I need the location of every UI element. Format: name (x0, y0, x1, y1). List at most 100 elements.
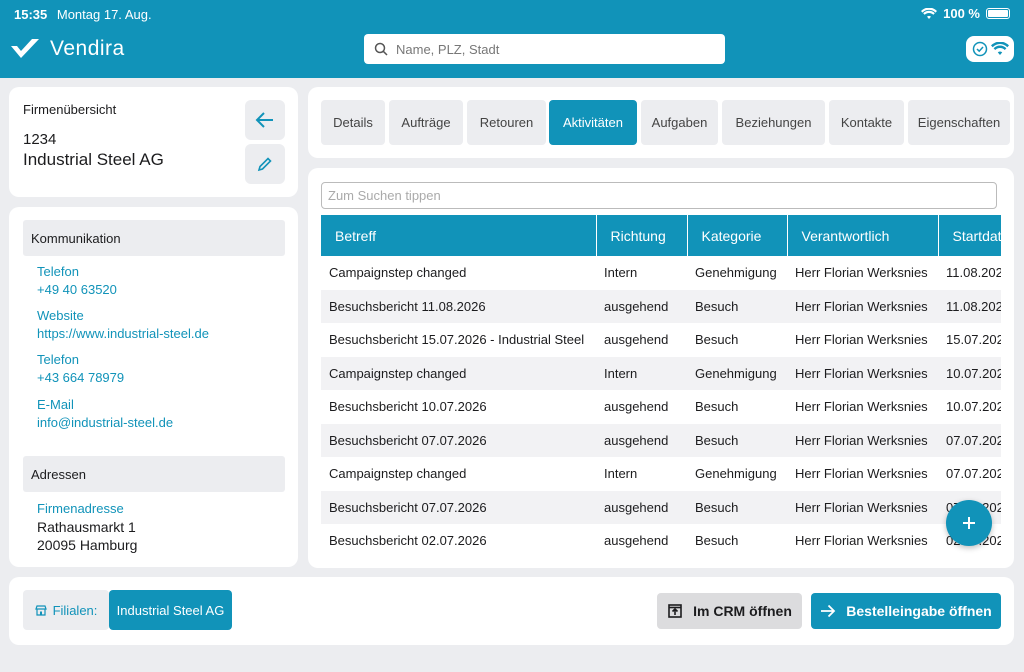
cell-subject: Besuchsbericht 11.08.2026 (321, 289, 596, 323)
table-row[interactable]: Campaignstep changed Intern Genehmigung Her… (321, 356, 1001, 390)
comm-item-value[interactable]: info@industrial-steel.de (37, 415, 174, 430)
cell-start-date: 15.07.2026 (938, 323, 1001, 357)
branches-label: Filialen: (52, 602, 98, 618)
table-row[interactable]: Campaignstep changed Intern Genehmigung Her… (321, 256, 1001, 290)
communication-section-title: Kommunikation (23, 220, 285, 256)
cell-subject: Campaignstep changed (321, 256, 596, 290)
wifi-icon (990, 42, 1009, 55)
table-row[interactable]: Besuchsbericht 10.07.2026 ausgehend Besuch… (321, 390, 1001, 424)
cell-direction: ausgehend (596, 390, 687, 424)
tab-tasks[interactable]: Aufgaben (641, 100, 718, 145)
comm-item-website[interactable]: Website https://www.industrial-steel.de (37, 307, 209, 343)
home-indicator-area (0, 652, 1024, 672)
store-icon (34, 604, 47, 616)
column-header-subject[interactable]: Betreff (321, 215, 597, 256)
global-search (364, 34, 725, 64)
comm-item-value[interactable]: https://www.industrial-steel.de (37, 326, 209, 341)
open-order-entry-label: Bestelleingabe öffnen (846, 603, 992, 619)
global-search-input[interactable] (396, 41, 725, 57)
cell-subject: Besuchsbericht 15.07.2026 - Industrial S… (321, 323, 596, 357)
cell-responsible: Herr Florian Werksnies (787, 356, 938, 390)
plus-icon (963, 517, 975, 529)
battery-icon (986, 8, 1010, 19)
address-label: Firmenadresse (37, 501, 124, 516)
table-row[interactable]: Besuchsbericht 02.07.2026 ausgehend Besuch… (321, 524, 1001, 555)
cell-responsible: Herr Florian Werksnies (787, 423, 938, 457)
open-in-crm-label: Im CRM öffnen (693, 603, 792, 619)
tab-returns[interactable]: Retouren (467, 100, 546, 145)
cell-category: Besuch (687, 423, 787, 457)
cell-responsible: Herr Florian Werksnies (787, 490, 938, 524)
cell-direction: ausgehend (596, 289, 687, 323)
table-row[interactable]: Campaignstep changed Intern Genehmigung Her… (321, 457, 1001, 491)
comm-item-value[interactable]: +49 40 63520 (37, 282, 117, 297)
app-name: Vendira (50, 37, 125, 60)
status-bar: 15:35 Montag 17. Aug. (14, 7, 152, 22)
cell-category: Besuch (687, 390, 787, 424)
comm-item-label: Website (37, 308, 84, 323)
table-search-input[interactable] (321, 182, 997, 209)
cell-direction: Intern (596, 256, 687, 290)
comm-item-phone-2[interactable]: Telefon +43 664 78979 (37, 351, 124, 387)
search-icon (374, 42, 388, 56)
status-date: Montag 17. Aug. (56, 7, 152, 22)
open-order-entry-button[interactable]: Bestelleingabe öffnen (811, 593, 1001, 629)
column-header-direction[interactable]: Richtung (596, 215, 688, 256)
sync-status-button[interactable] (966, 36, 1014, 62)
branch-button[interactable]: Industrial Steel AG (109, 590, 232, 630)
activities-table: Betreff Richtung Kategorie Verantwortlic… (321, 215, 1001, 555)
cell-category: Besuch (687, 323, 787, 357)
tab-activities[interactable]: Aktivitäten (549, 100, 637, 145)
table-row[interactable]: Besuchsbericht 15.07.2026 - Industrial S… (321, 323, 1001, 357)
cell-subject: Campaignstep changed (321, 457, 596, 491)
edit-button[interactable] (245, 144, 285, 184)
activities-panel: Betreff Richtung Kategorie Verantwortlic… (308, 168, 1014, 568)
column-header-start-date[interactable]: Startdatum (938, 215, 1001, 256)
activities-table-container[interactable]: Betreff Richtung Kategorie Verantwortlic… (321, 215, 1001, 555)
cell-responsible: Herr Florian Werksnies (787, 289, 938, 323)
tab-contacts[interactable]: Kontakte (829, 100, 904, 145)
company-card: Firmenübersicht 1234 Industrial Steel AG (9, 87, 298, 197)
cell-subject: Besuchsbericht 07.07.2026 (321, 490, 596, 524)
column-header-category[interactable]: Kategorie (687, 215, 788, 256)
arrow-left-icon (255, 112, 273, 128)
wifi-status-icon (921, 7, 938, 19)
comm-item-email[interactable]: E-Mail info@industrial-steel.de (37, 396, 173, 432)
cell-subject: Besuchsbericht 02.07.2026 (321, 524, 596, 555)
app-logo: Vendira (10, 37, 125, 61)
comm-item-label: E-Mail (37, 397, 74, 412)
add-activity-button[interactable] (946, 500, 992, 546)
tab-properties[interactable]: Eigenschaften (908, 100, 1010, 145)
tab-relations[interactable]: Beziehungen (722, 100, 825, 145)
cell-category: Besuch (687, 524, 787, 555)
comm-item-label: Telefon (37, 352, 79, 367)
cell-subject: Besuchsbericht 07.07.2026 (321, 423, 596, 457)
company-address[interactable]: Firmenadresse Rathausmarkt 1 20095 Hambu… (37, 500, 137, 554)
column-header-responsible[interactable]: Verantwortlich (787, 215, 939, 256)
open-in-crm-button[interactable]: Im CRM öffnen (657, 593, 802, 629)
cell-subject: Campaignstep changed (321, 356, 596, 390)
cell-direction: ausgehend (596, 524, 687, 555)
company-id: 1234 (23, 131, 57, 148)
tab-orders[interactable]: Aufträge (389, 100, 463, 145)
comm-item-value[interactable]: +43 664 78979 (37, 370, 125, 385)
cell-start-date: 10.07.2026 (938, 356, 1001, 390)
table-row[interactable]: Besuchsbericht 07.07.2026 ausgehend Besuch… (321, 490, 1001, 524)
cell-direction: ausgehend (596, 323, 687, 357)
vendira-logo-icon (11, 39, 39, 58)
cell-responsible: Herr Florian Werksnies (787, 323, 938, 357)
back-button[interactable] (245, 100, 285, 140)
battery-percent: 100 % (943, 6, 980, 21)
table-row[interactable]: Besuchsbericht 11.08.2026 ausgehend Besuch… (321, 289, 1001, 323)
tab-details[interactable]: Details (321, 100, 385, 145)
company-name: Industrial Steel AG (23, 150, 164, 169)
cell-start-date: 11.08.2026 (938, 289, 1001, 323)
branches-label-box: Filialen: (23, 590, 109, 630)
addresses-section-title: Adressen (23, 456, 285, 492)
app-header: 15:35 Montag 17. Aug. 100 % Vendira (0, 0, 1024, 78)
address-street: Rathausmarkt 1 (37, 519, 136, 535)
cell-start-date: 07.07.2026 (938, 457, 1001, 491)
comm-item-phone[interactable]: Telefon +49 40 63520 (37, 263, 117, 299)
table-row[interactable]: Besuchsbericht 07.07.2026 ausgehend Besuch… (321, 423, 1001, 457)
table-header-row: Betreff Richtung Kategorie Verantwortlic… (321, 215, 1001, 256)
